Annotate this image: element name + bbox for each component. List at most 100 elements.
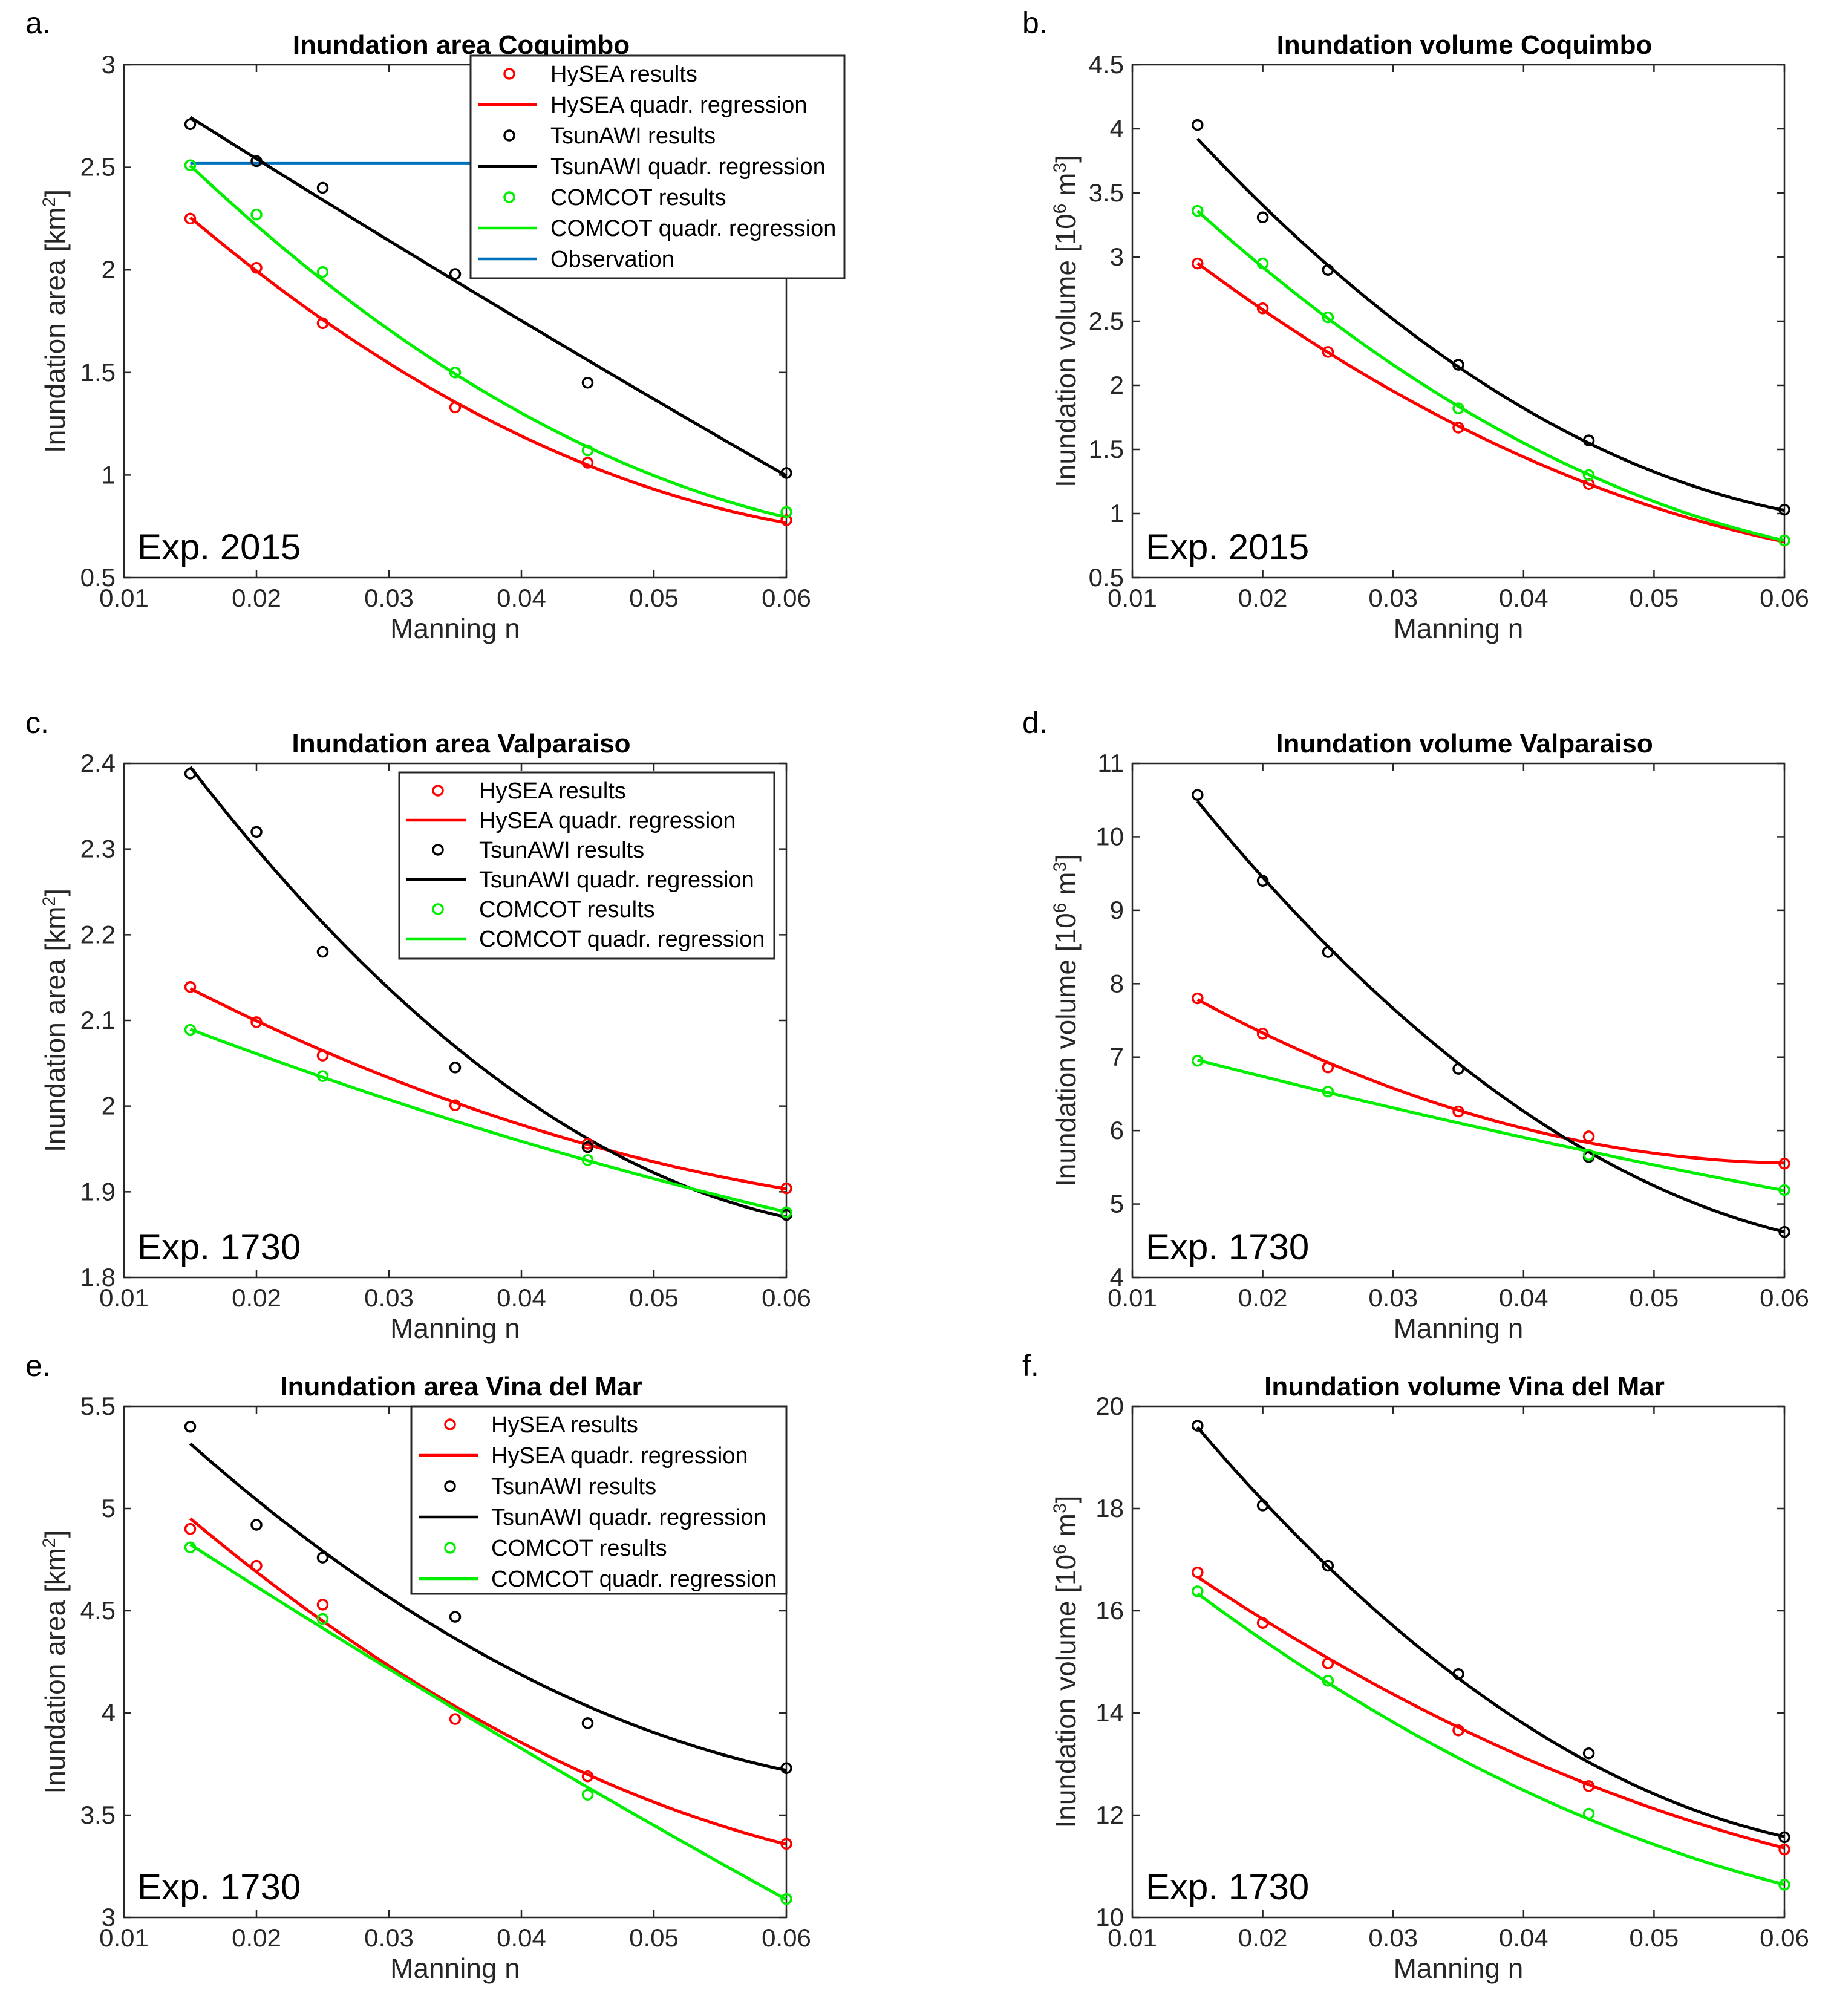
y-tick-label: 2.5	[80, 153, 116, 181]
comcot-result-point	[1322, 311, 1334, 324]
y-tick-label: 2	[1110, 371, 1124, 399]
hysea-result-point	[250, 262, 263, 274]
y-tick-label: 2.1	[80, 1006, 116, 1034]
y-tick-label: 5	[102, 1494, 116, 1522]
tsunawi-result-point	[1322, 264, 1334, 276]
panel-label: f.	[1022, 1349, 1039, 1383]
y-tick-label: 4	[1110, 114, 1124, 143]
y-tick-label: 5.5	[80, 1392, 116, 1420]
x-axis-label: Manning n	[390, 613, 520, 644]
tsunawi-result-point	[250, 826, 263, 838]
tsunawi-regression-line	[189, 1442, 787, 1772]
panel-label: d.	[1022, 706, 1048, 740]
axis-label-text: Inundation area [km2]	[39, 1530, 71, 1793]
comcot-result-point	[1582, 469, 1595, 481]
y-tick-label: 3	[102, 1903, 116, 1931]
tsunawi-result-point	[184, 768, 197, 780]
comcot-regression-line	[1196, 210, 1785, 543]
hysea-result-point	[581, 1770, 594, 1783]
experiment-label: Exp. 1730	[1146, 1227, 1309, 1267]
chart-panel-d: d. Inundation volume Valparaiso 0.01 0.02 0.…	[1022, 706, 1809, 1344]
comcot-regression-line	[189, 1028, 787, 1214]
comcot-result-point	[184, 1541, 197, 1553]
legend-label: COMCOT results	[491, 1536, 667, 1561]
tsunawi-result-point	[581, 377, 594, 389]
y-tick-label: 2.2	[80, 920, 116, 948]
hysea-result-point	[1582, 1130, 1595, 1143]
legend-label: HySEA quadr. regression	[550, 93, 808, 118]
comcot-result-point	[184, 1023, 197, 1036]
comcot-result-point	[316, 1070, 329, 1082]
x-tick-label: 0.06	[762, 584, 811, 612]
chart-panel-e: e. Inundation area Vina del Mar 0.01 0.02 0.…	[25, 1349, 811, 1984]
comcot-result-point	[250, 208, 263, 221]
tsunawi-result-point	[1778, 503, 1790, 516]
legend-marker	[444, 1542, 456, 1554]
hysea-result-point	[184, 1523, 197, 1535]
comcot-result-point	[780, 506, 792, 518]
tsunawi-result-point	[316, 181, 329, 194]
comcot-result-point	[1256, 257, 1269, 270]
tsunawi-result-point	[1192, 789, 1204, 801]
comcot-regression-line	[189, 1543, 788, 1901]
chart-title: Inundation volume Valparaiso	[1276, 729, 1653, 758]
x-tick-label: 0.02	[232, 584, 281, 612]
hysea-result-point	[1452, 422, 1464, 434]
y-tick-label: 3.5	[1089, 178, 1124, 207]
hysea-result-point	[449, 401, 462, 414]
x-tick-label: 0.03	[364, 1284, 414, 1312]
experiment-label: Exp. 2015	[1146, 527, 1309, 567]
x-tick-label: 0.01	[99, 584, 149, 612]
y-tick-label: 1	[102, 460, 116, 489]
hysea-result-point	[1192, 257, 1204, 270]
y-tick-label: 2.4	[80, 749, 116, 777]
x-tick-label: 0.06	[762, 1284, 811, 1312]
x-tick-label: 0.06	[1760, 1284, 1809, 1312]
tsunawi-result-point	[780, 1762, 792, 1775]
hysea-result-point	[1256, 1617, 1269, 1629]
y-tick-label: 0.5	[80, 563, 116, 592]
hysea-regression-line	[189, 1517, 787, 1846]
hysea-regression-line	[1196, 1576, 1785, 1850]
hysea-result-point	[780, 1182, 792, 1195]
tsunawi-result-point	[1778, 1831, 1790, 1844]
y-tick-label: 1	[1110, 499, 1124, 527]
y-tick-label: 2	[102, 1092, 116, 1120]
hysea-result-point	[184, 212, 197, 225]
x-tick-label: 0.02	[232, 1284, 281, 1312]
legend-label: COMCOT quadr. regression	[491, 1567, 777, 1592]
y-tick-label: 1.5	[80, 358, 116, 387]
hysea-result-point	[1452, 1105, 1464, 1118]
hysea-regression-line	[189, 216, 787, 524]
comcot-result-point	[1582, 1149, 1595, 1161]
x-axis-label: Manning n	[1394, 1313, 1524, 1344]
x-axis-label: Manning n	[390, 1952, 520, 1984]
legend-label: COMCOT quadr. regression	[550, 216, 836, 241]
hysea-result-point	[581, 457, 594, 469]
legend-marker	[503, 191, 515, 203]
tsunawi-regression-line	[1196, 1426, 1785, 1838]
comcot-result-point	[316, 1613, 329, 1625]
legend-label: HySEA results	[491, 1412, 638, 1438]
y-tick-label: 12	[1095, 1801, 1124, 1829]
x-tick-label: 0.05	[629, 1284, 679, 1312]
tsunawi-regression-line	[189, 116, 788, 477]
legend-box	[410, 1405, 788, 1595]
x-tick-label: 0.02	[1238, 1284, 1288, 1312]
x-tick-label: 0.04	[1499, 584, 1548, 612]
hysea-result-point	[1322, 1061, 1334, 1074]
y-tick-label: 8	[1110, 969, 1124, 997]
tsunawi-result-point	[449, 268, 462, 280]
comcot-result-point	[184, 159, 197, 171]
y-tick-label: 3.5	[80, 1801, 116, 1829]
legend-box	[398, 771, 775, 960]
tsunawi-result-point	[1192, 119, 1204, 131]
legend-label: HySEA results	[550, 62, 697, 87]
tsunawi-result-point	[1582, 1747, 1595, 1760]
panel-label: c.	[25, 706, 49, 740]
comcot-result-point	[449, 367, 462, 379]
x-tick-label: 0.06	[762, 1923, 811, 1952]
comcot-regression-line	[189, 164, 787, 519]
legend-label: HySEA results	[479, 778, 626, 804]
y-tick-label: 10	[1095, 1903, 1124, 1931]
